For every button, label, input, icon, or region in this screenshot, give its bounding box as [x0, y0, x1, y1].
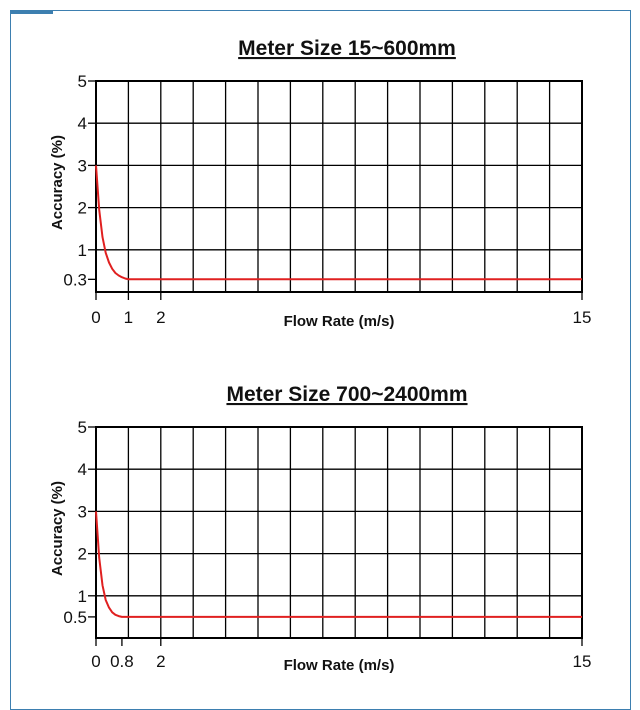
y-tick-label: 2	[78, 545, 87, 564]
y-tick-label: 5	[78, 418, 87, 437]
chart-title: Meter Size 15~600mm	[238, 37, 456, 60]
figure-frame	[10, 10, 631, 710]
y-axis-label: Accuracy (%)	[49, 135, 66, 230]
y-tick-label: 5	[78, 72, 87, 91]
y-tick-label: 3	[78, 502, 87, 521]
x-tick-label: 15	[573, 308, 592, 327]
x-tick-label: 2	[156, 308, 165, 327]
x-axis-label: Flow Rate (m/s)	[284, 313, 395, 330]
x-tick-label: 0	[91, 652, 100, 671]
x-tick-label: 0.8	[110, 652, 134, 671]
x-axis-label: Flow Rate (m/s)	[284, 657, 395, 674]
accuracy-curve	[95, 165, 582, 281]
y-tick-label: 1	[78, 587, 87, 606]
y-tick-label: 0.5	[63, 608, 87, 627]
plot-border	[95, 80, 583, 293]
x-tick-label: 1	[124, 308, 133, 327]
plot-border	[95, 426, 583, 639]
x-tick-label: 2	[156, 652, 165, 671]
y-tick-label: 4	[78, 460, 87, 479]
y-tick-label: 1	[78, 241, 87, 260]
y-tick-label: 0.3	[63, 270, 87, 289]
y-tick-label: 3	[78, 156, 87, 175]
x-tick-label: 0	[91, 308, 100, 327]
frame-accent	[11, 11, 53, 14]
y-tick-label: 4	[78, 114, 87, 133]
y-tick-label: 2	[78, 199, 87, 218]
x-tick-label: 15	[573, 652, 592, 671]
y-axis-label: Accuracy (%)	[49, 481, 66, 576]
chart-title: Meter Size 700~2400mm	[226, 383, 467, 406]
accuracy-curve	[95, 511, 582, 618]
